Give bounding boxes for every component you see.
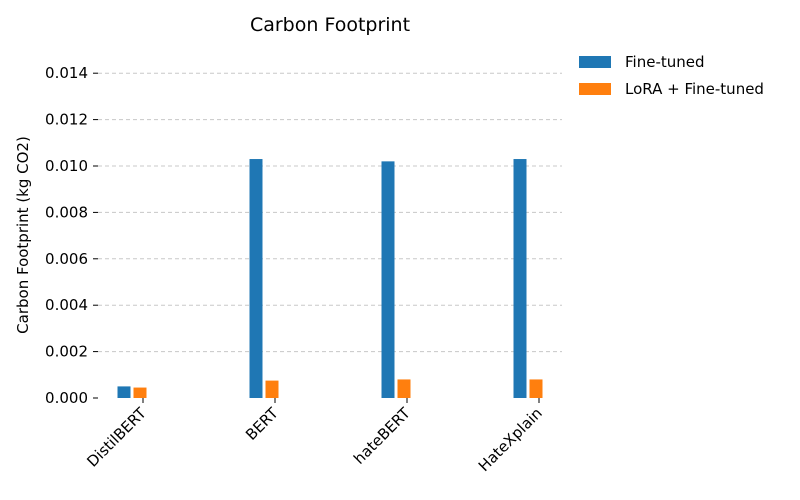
y-tick-label: 0.006 bbox=[45, 250, 88, 268]
bar-lora-fine-tuned-hatebert bbox=[397, 379, 411, 398]
bar-fine-tuned-bert bbox=[249, 159, 263, 398]
chart-title: Carbon Footprint bbox=[250, 14, 410, 36]
x-tick-label: DistilBERT bbox=[83, 404, 150, 471]
x-tick-label: BERT bbox=[242, 404, 282, 444]
y-axis-title: Carbon Footprint (kg CO2) bbox=[14, 136, 32, 334]
bar-fine-tuned-hatebert bbox=[381, 161, 395, 398]
x-axis-ticks: DistilBERT BERT hateBERT HateXplain bbox=[83, 398, 546, 475]
y-axis-ticks: 0.000 0.002 0.004 0.006 0.008 0.010 0.012 0.014 bbox=[45, 64, 98, 407]
legend-label: Fine-tuned bbox=[625, 53, 705, 71]
bar-lora-fine-tuned-bert bbox=[265, 380, 279, 398]
grid-lines bbox=[98, 72, 562, 353]
y-tick-label: 0.010 bbox=[45, 157, 88, 175]
y-tick-label: 0.004 bbox=[45, 296, 88, 314]
bars bbox=[117, 159, 543, 398]
y-tick-label: 0.014 bbox=[45, 64, 88, 82]
legend: Fine-tuned LoRA + Fine-tuned bbox=[579, 53, 764, 98]
y-tick-label: 0.012 bbox=[45, 111, 88, 129]
y-tick-label: 0.000 bbox=[45, 389, 88, 407]
x-tick-label: HateXplain bbox=[475, 404, 546, 475]
legend-label: LoRA + Fine-tuned bbox=[625, 80, 764, 98]
x-tick-label: hateBERT bbox=[350, 404, 414, 468]
bar-fine-tuned-distilbert bbox=[117, 386, 131, 398]
y-tick-label: 0.008 bbox=[45, 203, 88, 221]
legend-swatch bbox=[579, 83, 611, 95]
bar-fine-tuned-hatexplain bbox=[513, 159, 527, 398]
bar-lora-fine-tuned-hatexplain bbox=[529, 379, 543, 398]
legend-swatch bbox=[579, 56, 611, 68]
y-tick-label: 0.002 bbox=[45, 343, 88, 361]
bar-lora-fine-tuned-distilbert bbox=[133, 387, 147, 398]
